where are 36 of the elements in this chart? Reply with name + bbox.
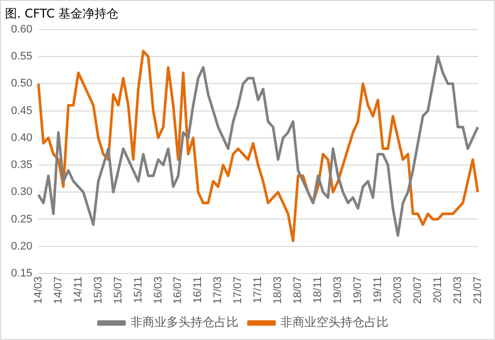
x-tick-label: 21/03	[452, 276, 464, 304]
x-tick-label: 15/11	[132, 276, 144, 304]
y-tick-label: 0.20	[10, 240, 32, 252]
y-tick-label: 0.45	[10, 104, 32, 117]
x-tick-label: 17/07	[232, 276, 244, 304]
legend-label: 非商业空头持仓占比	[280, 315, 388, 330]
x-tick-label: 18/11	[312, 276, 324, 304]
x-tick-label: 16/03	[152, 276, 164, 304]
y-tick-label: 0.25	[10, 213, 32, 226]
x-tick-label: 16/07	[172, 276, 184, 304]
y-tick-label: 0.40	[10, 132, 32, 144]
legend-label: 非商业多头持仓占比	[130, 315, 238, 330]
x-tick-label: 17/11	[252, 276, 264, 304]
x-tick-label: 14/07	[52, 276, 64, 304]
y-tick-label: 0.15	[10, 268, 32, 280]
x-tick-label: 17/03	[212, 276, 224, 304]
x-tick-label: 15/03	[92, 276, 104, 304]
chart-title: 图. CFTC 基金净持仓	[5, 6, 119, 20]
x-tick-label: 16/11	[192, 276, 204, 304]
x-tick-label: 15/07	[112, 276, 124, 304]
x-tick-label: 19/11	[372, 276, 384, 304]
x-tick-label: 20/07	[412, 276, 424, 304]
x-tick-label: 20/03	[392, 276, 404, 304]
y-tick-label: 0.55	[10, 50, 32, 63]
y-tick-label: 0.30	[10, 186, 32, 198]
y-tick-label: 0.35	[10, 159, 32, 172]
x-tick-label: 19/03	[332, 276, 344, 304]
y-tick-label: 0.50	[10, 78, 32, 90]
x-tick-label: 18/03	[272, 276, 284, 304]
x-tick-label: 19/07	[352, 276, 364, 304]
x-tick-label: 14/11	[72, 276, 84, 304]
y-tick-label: 0.60	[10, 23, 32, 36]
x-tick-label: 18/07	[292, 276, 304, 304]
x-tick-label: 20/11	[432, 276, 444, 304]
x-tick-label: 14/03	[32, 276, 44, 304]
x-tick-label: 21/07	[472, 276, 484, 304]
